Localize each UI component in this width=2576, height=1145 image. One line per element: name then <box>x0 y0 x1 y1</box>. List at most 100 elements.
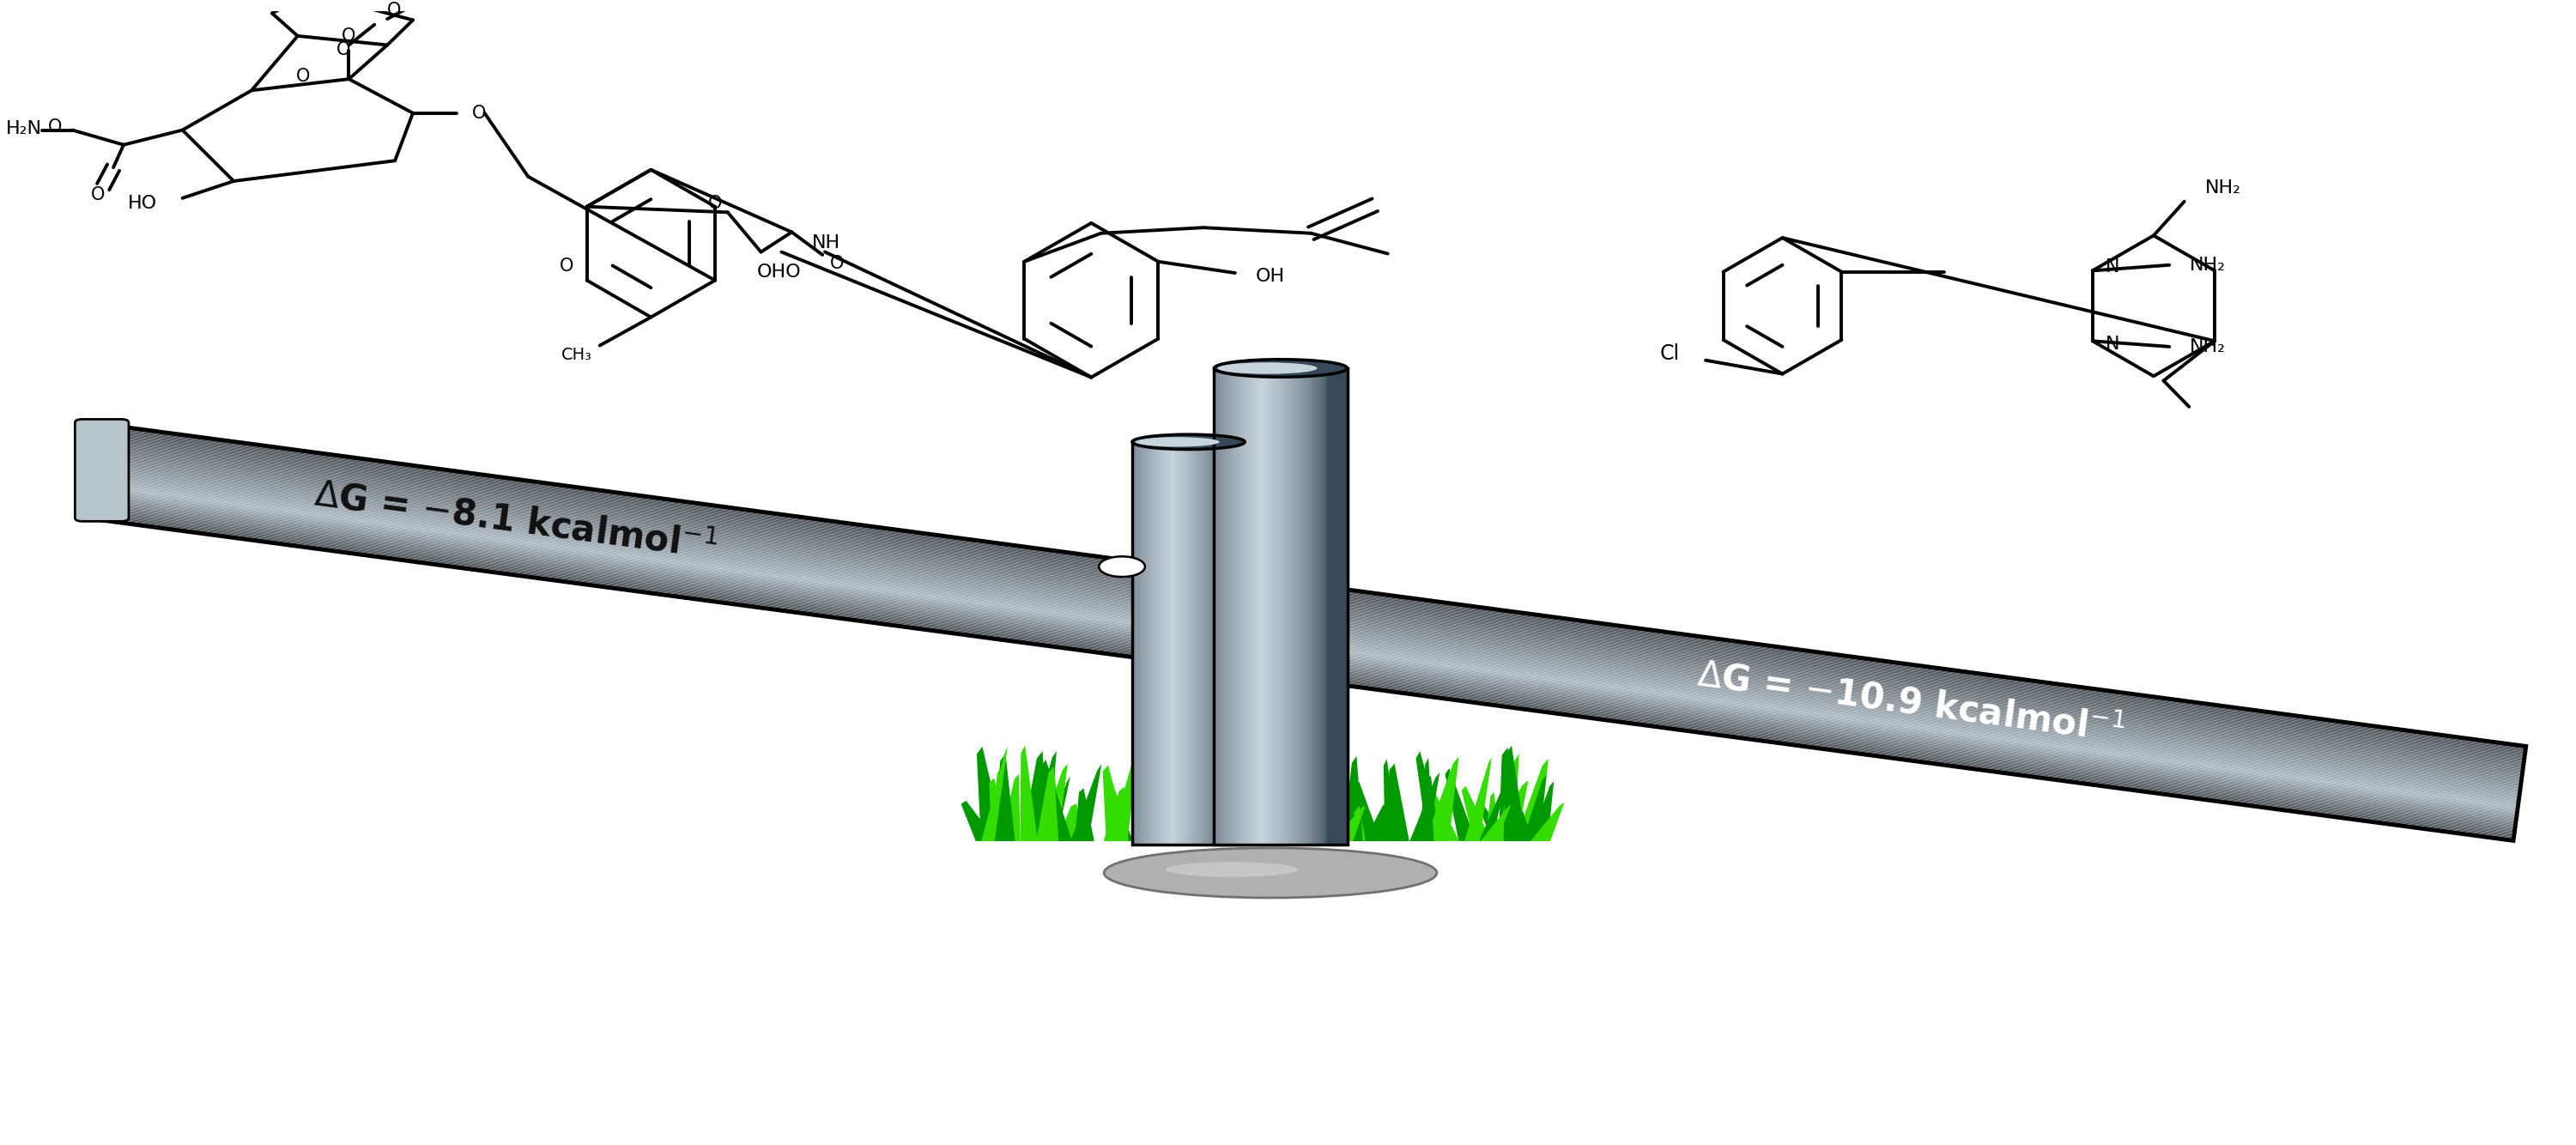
Polygon shape <box>1151 775 1175 842</box>
Polygon shape <box>88 475 2519 799</box>
Polygon shape <box>1345 788 1365 842</box>
Polygon shape <box>1267 759 1283 842</box>
Polygon shape <box>82 510 2514 834</box>
Polygon shape <box>1321 767 1334 842</box>
Polygon shape <box>90 447 2522 771</box>
Polygon shape <box>1190 767 1208 842</box>
Polygon shape <box>88 469 2519 793</box>
Polygon shape <box>1221 803 1252 842</box>
Polygon shape <box>85 488 2517 812</box>
Text: O: O <box>559 258 574 275</box>
Polygon shape <box>1182 748 1211 842</box>
Text: O: O <box>386 2 402 19</box>
Polygon shape <box>1334 802 1363 842</box>
Polygon shape <box>82 499 2517 824</box>
Polygon shape <box>1041 759 1072 842</box>
Polygon shape <box>1208 793 1224 842</box>
Polygon shape <box>85 481 2519 805</box>
Polygon shape <box>82 503 2514 827</box>
Polygon shape <box>93 441 2524 765</box>
Polygon shape <box>90 451 2522 776</box>
Text: O: O <box>90 187 106 204</box>
Polygon shape <box>93 431 2524 755</box>
Polygon shape <box>93 428 2524 752</box>
Polygon shape <box>88 476 2519 800</box>
Polygon shape <box>85 489 2517 814</box>
Polygon shape <box>1283 749 1306 842</box>
Polygon shape <box>1332 805 1365 842</box>
Polygon shape <box>1074 788 1095 842</box>
Text: N: N <box>2105 335 2120 353</box>
Polygon shape <box>1072 764 1103 842</box>
Polygon shape <box>1417 751 1445 842</box>
Polygon shape <box>1103 765 1128 842</box>
Polygon shape <box>976 747 1005 842</box>
Polygon shape <box>85 497 2517 822</box>
Polygon shape <box>1177 789 1203 842</box>
Polygon shape <box>1038 763 1059 842</box>
Polygon shape <box>88 461 2522 787</box>
Polygon shape <box>1131 797 1162 842</box>
Polygon shape <box>1030 751 1056 842</box>
Polygon shape <box>1347 806 1373 842</box>
Polygon shape <box>1103 787 1126 842</box>
Text: O: O <box>296 69 309 86</box>
Polygon shape <box>88 479 2519 803</box>
Polygon shape <box>1226 789 1244 842</box>
Polygon shape <box>1497 753 1520 842</box>
Polygon shape <box>1249 777 1265 842</box>
Polygon shape <box>90 448 2522 772</box>
Polygon shape <box>1492 781 1528 842</box>
Polygon shape <box>85 496 2517 821</box>
Polygon shape <box>1481 804 1512 842</box>
Text: O: O <box>343 27 355 45</box>
Polygon shape <box>1023 751 1046 842</box>
Ellipse shape <box>1105 848 1437 898</box>
Polygon shape <box>1530 781 1553 842</box>
Polygon shape <box>1381 790 1396 842</box>
Polygon shape <box>989 777 1012 842</box>
Polygon shape <box>93 427 2524 751</box>
Polygon shape <box>88 471 2519 795</box>
Polygon shape <box>1167 761 1198 842</box>
Polygon shape <box>1236 774 1267 842</box>
Polygon shape <box>82 506 2514 830</box>
Polygon shape <box>82 515 2514 839</box>
Polygon shape <box>88 474 2519 798</box>
Polygon shape <box>1136 783 1159 842</box>
Bar <box>1133 442 1244 845</box>
Polygon shape <box>1479 783 1507 842</box>
Polygon shape <box>1414 795 1432 842</box>
Polygon shape <box>1445 768 1476 842</box>
Polygon shape <box>85 485 2517 810</box>
Polygon shape <box>93 423 2527 748</box>
Polygon shape <box>1180 748 1203 842</box>
Polygon shape <box>1463 757 1492 842</box>
Ellipse shape <box>1133 434 1244 449</box>
Text: $\Delta$G = $-$10.9 kcalmol$^{-1}$: $\Delta$G = $-$10.9 kcalmol$^{-1}$ <box>1695 657 2125 750</box>
Ellipse shape <box>1213 360 1347 377</box>
Polygon shape <box>1327 764 1345 842</box>
Polygon shape <box>82 514 2514 838</box>
Polygon shape <box>981 747 1007 842</box>
Polygon shape <box>85 493 2517 819</box>
Polygon shape <box>1409 772 1440 842</box>
Polygon shape <box>88 473 2519 797</box>
Polygon shape <box>88 477 2519 802</box>
Polygon shape <box>82 504 2514 828</box>
Polygon shape <box>1430 787 1458 842</box>
Text: CH₃: CH₃ <box>562 347 592 363</box>
Polygon shape <box>88 466 2519 790</box>
Polygon shape <box>1149 748 1175 842</box>
Polygon shape <box>85 483 2517 807</box>
Polygon shape <box>1038 764 1066 842</box>
Polygon shape <box>85 492 2517 818</box>
Polygon shape <box>994 753 1015 842</box>
Polygon shape <box>1043 776 1072 842</box>
Polygon shape <box>1236 806 1267 842</box>
Polygon shape <box>1365 803 1388 842</box>
Text: O: O <box>337 41 350 58</box>
Polygon shape <box>82 512 2514 836</box>
Polygon shape <box>1177 767 1198 842</box>
Bar <box>1213 369 1347 845</box>
